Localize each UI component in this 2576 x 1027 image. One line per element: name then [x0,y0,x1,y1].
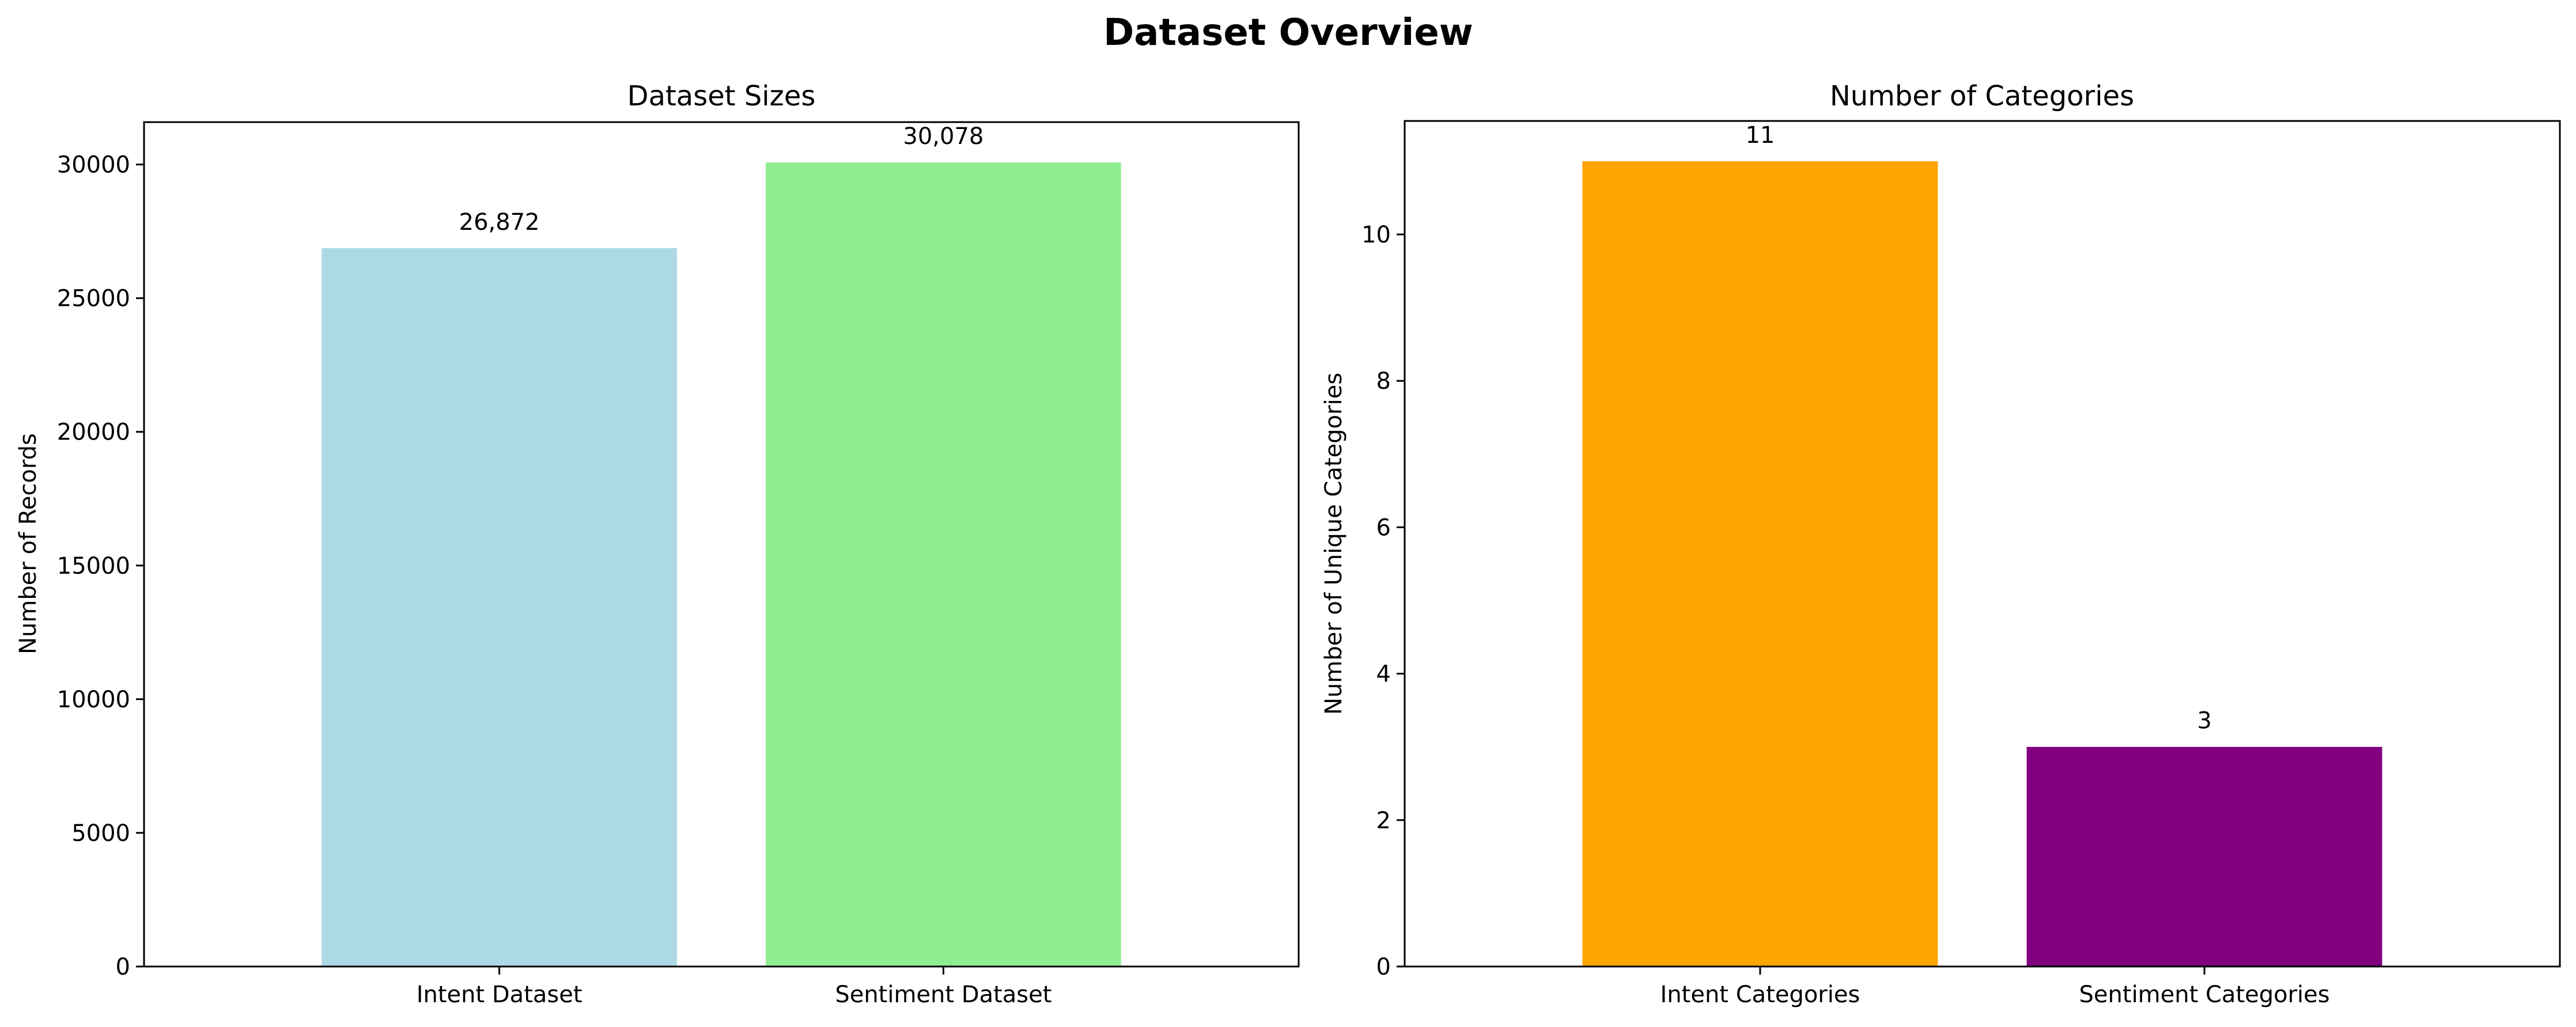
y-tick-label: 6 [1376,514,1391,541]
y-axis-label: Number of Records [15,433,41,654]
bars-group [1582,161,2382,967]
bar-intent-categories [1582,161,1938,967]
y-tick-label: 10 [1361,222,1391,248]
data-label-intent-categories: 11 [1745,122,1775,149]
y-tick-label: 0 [116,954,130,980]
y-tick-label: 10000 [57,687,130,713]
y-axis-label: Number of Unique Categories [1321,373,1347,715]
y-tick-label: 2 [1376,808,1391,834]
y-tick-label: 30000 [57,152,130,179]
x-tick-label-intent-categories: Intent Categories [1660,981,1860,1008]
x-tick-label-intent-dataset: Intent Dataset [417,981,582,1008]
y-tick-label: 25000 [57,286,130,312]
ticks-group: Intent Dataset Sentiment Dataset 0 5000 1000… [57,152,1052,1008]
bar-sentiment-categories [2026,746,2382,967]
chart-panel-dataset-sizes: Dataset Sizes Number of Records 26,872 30… [15,80,1300,1008]
bar-intent-dataset [321,248,677,967]
x-tick-label-sentiment-categories: Sentiment Categories [2079,981,2330,1008]
ticks-group: Intent Categories Sentiment Categories 0 2 4… [1361,222,2330,1008]
y-tick-label: 5000 [71,820,130,847]
panel-title: Number of Categories [1830,80,2134,112]
chart-panel-number-of-categories: Number of Categories Number of Unique Ca… [1321,80,2561,1008]
figure-title: Dataset Overview [1103,12,1473,54]
data-label-intent-dataset: 26,872 [459,209,540,236]
data-labels-group: 26,872 30,078 [459,123,984,236]
data-labels-group: 11 3 [1745,122,2211,734]
x-tick-label-sentiment-dataset: Sentiment Dataset [835,981,1051,1008]
y-tick-label: 20000 [57,419,130,446]
y-tick-label: 8 [1376,368,1391,395]
axes-frame [1404,120,2561,968]
bars-group [321,162,1121,967]
y-tick-label: 15000 [57,553,130,579]
bar-sentiment-dataset [766,162,1121,967]
data-label-sentiment-categories: 3 [2197,708,2211,734]
panel-title: Dataset Sizes [627,80,816,112]
y-tick-label: 4 [1376,661,1391,688]
data-label-sentiment-dataset: 30,078 [903,123,984,150]
y-tick-label: 0 [1376,954,1391,980]
axes-frame [143,121,1300,968]
